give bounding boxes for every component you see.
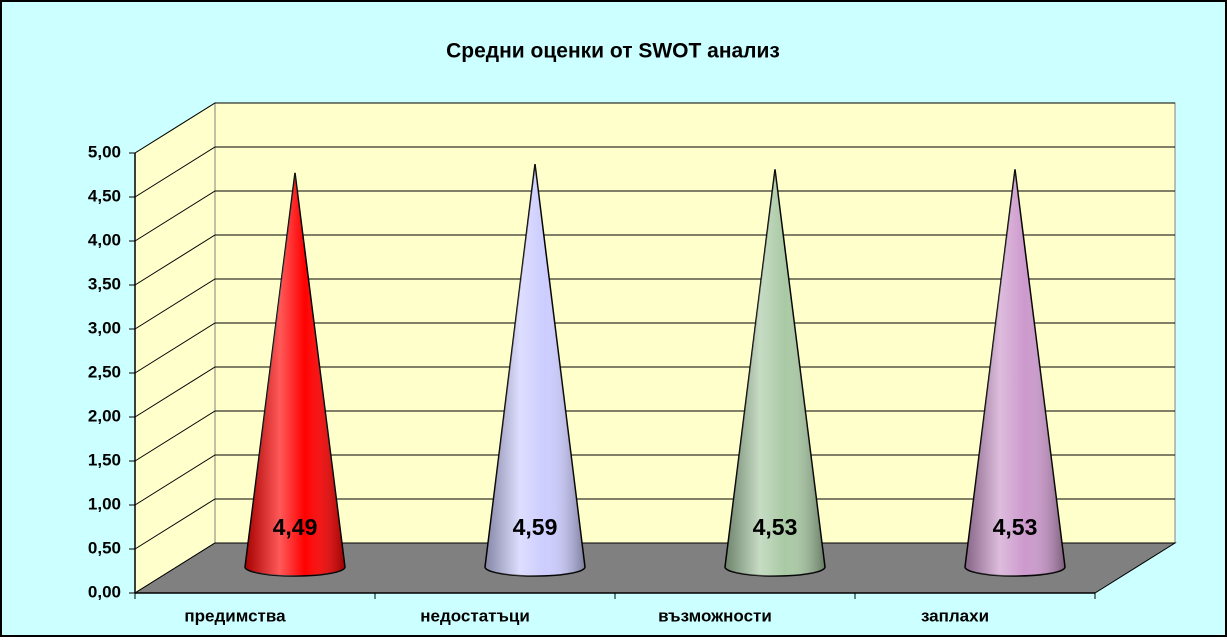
value-label: 4,49	[273, 514, 318, 540]
cone-shading	[965, 169, 1065, 577]
y-tick-label: 1,00	[88, 494, 121, 513]
y-tick-label: 4,50	[88, 186, 121, 205]
cone-shading	[725, 169, 825, 577]
chart-title: Средни оценки от SWOT анализ	[446, 40, 780, 63]
y-tick-label: 3,00	[88, 318, 121, 337]
cone-shading	[245, 172, 345, 576]
x-tick-label: възможности	[658, 606, 772, 625]
plot-area: 0,00 0,50 1,00 1,50 2,00 2,50 3,00 3,50 4,00 4,50…	[88, 102, 1177, 625]
grid-line	[134, 102, 1175, 154]
value-label: 4,53	[993, 514, 1038, 540]
value-label: 4,53	[753, 514, 798, 540]
grid-line	[134, 498, 1175, 550]
grid-line	[134, 146, 1175, 198]
grid-line	[134, 278, 1175, 330]
grid-line	[134, 366, 1175, 418]
y-tick-label: 1,50	[88, 450, 121, 469]
x-tick-label: предимства	[184, 606, 286, 625]
y-tick-label: 3,50	[88, 274, 121, 293]
y-tick-label: 4,00	[88, 230, 121, 249]
grid-line	[134, 454, 1175, 506]
grid-line	[134, 410, 1175, 462]
x-tick-label: заплахи	[921, 606, 989, 625]
y-tick-label: 2,00	[88, 406, 121, 425]
y-tick-label: 5,00	[88, 142, 121, 161]
cone-shading	[485, 164, 585, 576]
y-tick-label: 0,50	[88, 538, 121, 557]
y-tick-label: 0,00	[88, 582, 121, 601]
grid-line	[134, 234, 1175, 286]
value-label: 4,59	[513, 514, 558, 540]
y-tick-label: 2,50	[88, 362, 121, 381]
grid-line	[134, 190, 1175, 242]
grid-line	[134, 322, 1175, 374]
x-tick-label: недостатъци	[420, 606, 530, 625]
